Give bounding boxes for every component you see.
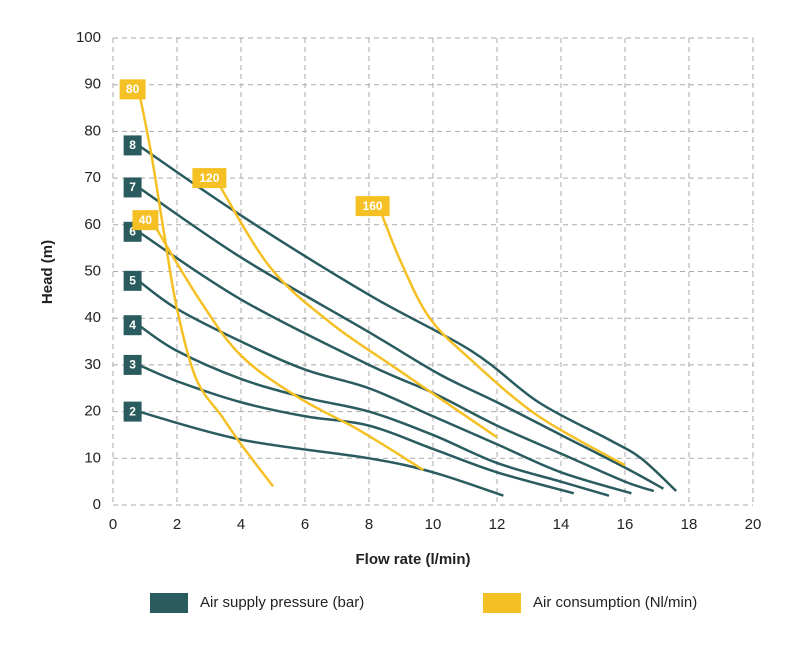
curve xyxy=(137,324,610,497)
curve xyxy=(137,186,665,490)
curve-label: 80 xyxy=(126,82,140,96)
curve-label-box xyxy=(123,270,142,291)
curve-label: 8 xyxy=(129,138,136,152)
curve-label: 120 xyxy=(199,171,219,185)
x-tick-label: 20 xyxy=(745,516,762,533)
y-tick-label: 30 xyxy=(84,356,101,373)
y-axis-label: Head (m) xyxy=(39,240,56,304)
curve xyxy=(138,410,504,497)
x-tick-label: 12 xyxy=(489,516,506,533)
y-tick-label: 50 xyxy=(84,262,101,279)
curve-label: 3 xyxy=(129,358,136,372)
curve-label: 160 xyxy=(363,199,383,213)
legend-label: Air supply pressure (bar) xyxy=(200,594,364,611)
x-tick-label: 18 xyxy=(681,516,698,533)
y-tick-label: 70 xyxy=(84,169,101,186)
curve-label-box xyxy=(123,354,142,375)
curve-label: 5 xyxy=(129,274,136,288)
x-tick-label: 16 xyxy=(617,516,634,533)
curve-label-box xyxy=(119,79,146,100)
x-tick-label: 8 xyxy=(365,516,373,533)
curve-label: 7 xyxy=(129,180,136,194)
curve xyxy=(150,219,425,472)
curve-label-box xyxy=(123,401,142,422)
y-tick-label: 0 xyxy=(93,496,101,513)
y-tick-label: 40 xyxy=(84,309,101,326)
curve xyxy=(137,279,632,495)
curve-label: 6 xyxy=(129,224,136,238)
x-tick-label: 14 xyxy=(553,516,570,533)
curve-label-box xyxy=(192,168,227,189)
curve-label-box xyxy=(123,315,142,336)
x-tick-label: 6 xyxy=(301,516,309,533)
curve-label-box xyxy=(355,196,390,217)
curve xyxy=(137,89,274,488)
curve-label: 2 xyxy=(129,404,136,418)
y-tick-label: 100 xyxy=(76,29,101,46)
curve xyxy=(137,230,655,493)
curve xyxy=(214,177,498,439)
x-tick-label: 4 xyxy=(237,516,245,533)
curve-label-box xyxy=(123,135,142,156)
x-tick-label: 2 xyxy=(173,516,181,533)
legend-swatch xyxy=(483,593,521,613)
curve-label: 4 xyxy=(129,318,136,332)
x-tick-label: 0 xyxy=(109,516,117,533)
curve-label-box xyxy=(132,210,159,231)
y-tick-label: 80 xyxy=(84,122,101,139)
curve xyxy=(137,144,678,492)
x-axis-label: Flow rate (l/min) xyxy=(355,551,470,568)
y-tick-label: 60 xyxy=(84,216,101,233)
legend-swatch xyxy=(150,593,188,613)
legend-label: Air consumption (Nl/min) xyxy=(533,594,697,611)
x-tick-label: 10 xyxy=(425,516,442,533)
curve xyxy=(377,205,626,467)
y-tick-label: 10 xyxy=(84,449,101,466)
curve-label: 40 xyxy=(139,213,153,227)
y-tick-label: 20 xyxy=(84,403,101,420)
y-tick-label: 90 xyxy=(84,76,101,93)
curve-label-box xyxy=(123,177,142,198)
